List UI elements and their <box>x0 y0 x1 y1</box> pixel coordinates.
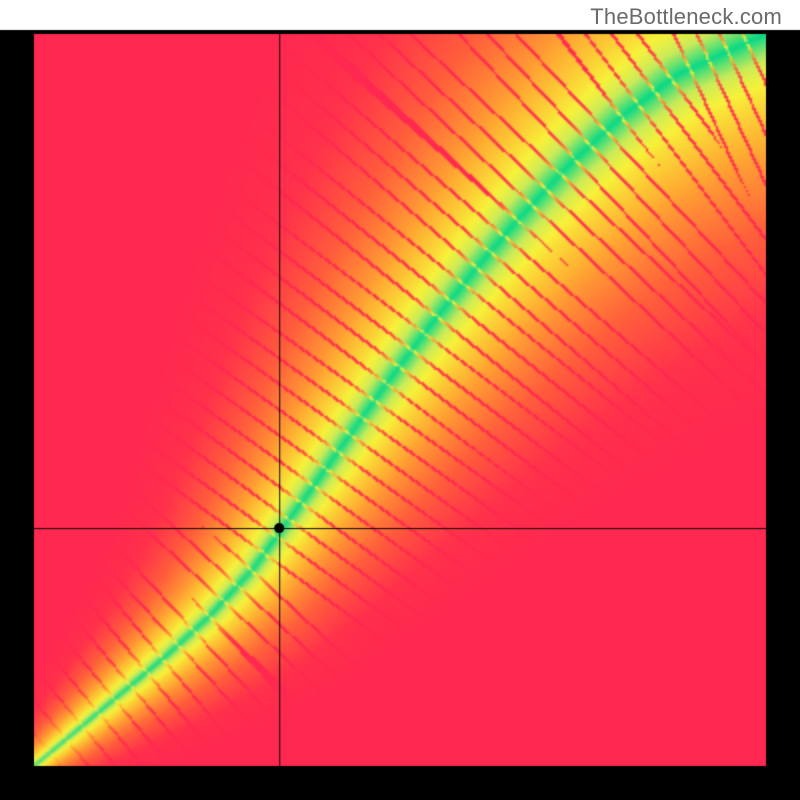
heatmap-chart <box>0 0 800 800</box>
heatmap-canvas <box>0 0 800 800</box>
watermark-text: TheBottleneck.com <box>590 4 782 30</box>
